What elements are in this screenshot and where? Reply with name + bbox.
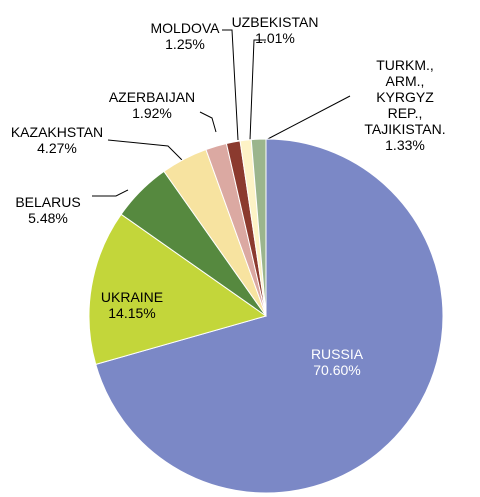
leader-line bbox=[107, 139, 183, 161]
leader-line bbox=[222, 29, 239, 141]
pie-slice bbox=[88, 213, 268, 366]
leader-line bbox=[249, 39, 266, 141]
slice-label: UZBEKISTAN 1.01% bbox=[232, 14, 319, 46]
slice-label: MOLDOVA 1.25% bbox=[151, 20, 220, 52]
label-value: 1.92% bbox=[132, 105, 172, 121]
label-value: 1.25% bbox=[165, 36, 205, 52]
leader-line bbox=[92, 189, 129, 197]
slice-label: RUSSIA 70.60% bbox=[311, 346, 363, 378]
label-name: BELARUS bbox=[15, 194, 81, 210]
slice-label: TURKM., ARM., KYRGYZ REP., TAJIKISTAN. 1.… bbox=[364, 57, 445, 153]
slice-label: KAZAKHSTAN 4.27% bbox=[11, 124, 103, 156]
slice-label: BELARUS 5.48% bbox=[15, 194, 80, 226]
pie-slice bbox=[250, 138, 267, 317]
label-value: 1.33% bbox=[385, 137, 425, 153]
label-value: 5.48% bbox=[28, 210, 68, 226]
pie-slice bbox=[95, 138, 444, 494]
leader-line bbox=[199, 111, 217, 133]
label-value: 1.01% bbox=[255, 30, 295, 46]
label-value: 14.15% bbox=[108, 305, 156, 321]
label-value: 70.60% bbox=[313, 362, 361, 378]
label-name: MOLDOVA bbox=[150, 20, 220, 36]
slice-label: UKRAINE 14.15% bbox=[101, 289, 163, 321]
label-name: TURKM., ARM., KYRGYZ REP., TAJIKISTAN. bbox=[364, 57, 446, 137]
label-name: UZBEKISTAN bbox=[231, 14, 319, 30]
label-value: 4.27% bbox=[37, 140, 77, 156]
label-name: KAZAKHSTAN bbox=[10, 124, 104, 140]
label-name: UKRAINE bbox=[100, 289, 164, 305]
label-name: AZERBAIJAN bbox=[108, 89, 196, 105]
slice-label: AZERBAIJAN 1.92% bbox=[109, 89, 195, 121]
label-name: RUSSIA bbox=[310, 346, 364, 362]
leader-line bbox=[261, 95, 351, 143]
